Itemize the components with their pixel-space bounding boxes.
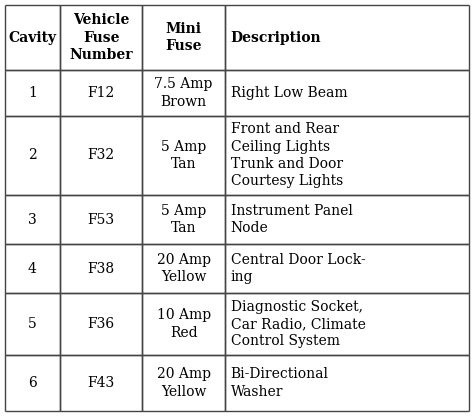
Text: F12: F12 xyxy=(87,86,115,100)
Text: F38: F38 xyxy=(88,262,115,276)
Bar xyxy=(225,116,469,195)
Text: 2: 2 xyxy=(28,148,37,163)
Text: 6: 6 xyxy=(28,376,37,390)
Text: Right Low Beam: Right Low Beam xyxy=(231,86,347,100)
Text: 1: 1 xyxy=(28,86,37,100)
Text: 10 Amp
Red: 10 Amp Red xyxy=(156,308,211,340)
Text: Front and Rear
Ceiling Lights
Trunk and Door
Courtesy Lights: Front and Rear Ceiling Lights Trunk and … xyxy=(231,122,343,189)
Text: 5 Amp
Tan: 5 Amp Tan xyxy=(161,204,206,235)
Text: 5 Amp
Tan: 5 Amp Tan xyxy=(161,140,206,171)
Bar xyxy=(5,195,60,244)
Bar xyxy=(5,355,60,411)
Bar xyxy=(60,195,142,244)
Bar xyxy=(225,244,469,293)
Text: F53: F53 xyxy=(88,213,115,227)
Text: 20 Amp
Yellow: 20 Amp Yellow xyxy=(156,367,210,398)
Text: Description: Description xyxy=(231,31,321,45)
Text: Instrument Panel
Node: Instrument Panel Node xyxy=(231,204,353,235)
Bar xyxy=(142,195,225,244)
Text: 20 Amp
Yellow: 20 Amp Yellow xyxy=(156,253,210,285)
Bar xyxy=(225,5,469,70)
Text: 7.5 Amp
Brown: 7.5 Amp Brown xyxy=(155,77,213,109)
Text: 3: 3 xyxy=(28,213,37,227)
Text: 4: 4 xyxy=(28,262,37,276)
Bar xyxy=(142,355,225,411)
Text: Vehicle
Fuse
Number: Vehicle Fuse Number xyxy=(69,13,133,62)
Bar xyxy=(60,70,142,116)
Bar xyxy=(142,244,225,293)
Bar xyxy=(225,195,469,244)
Text: Central Door Lock-
ing: Central Door Lock- ing xyxy=(231,253,365,285)
Bar xyxy=(142,116,225,195)
Bar xyxy=(5,116,60,195)
Text: F32: F32 xyxy=(88,148,115,163)
Bar xyxy=(60,244,142,293)
Bar xyxy=(60,355,142,411)
Bar xyxy=(5,5,60,70)
Bar xyxy=(225,70,469,116)
Text: Diagnostic Socket,
Car Radio, Climate
Control System: Diagnostic Socket, Car Radio, Climate Co… xyxy=(231,300,365,348)
Bar xyxy=(5,293,60,355)
Text: 5: 5 xyxy=(28,317,37,331)
Bar xyxy=(142,5,225,70)
Text: F43: F43 xyxy=(87,376,115,390)
Text: Bi-Directional
Washer: Bi-Directional Washer xyxy=(231,367,328,398)
Bar xyxy=(5,70,60,116)
Bar xyxy=(142,293,225,355)
Text: F36: F36 xyxy=(88,317,115,331)
Bar xyxy=(60,116,142,195)
Bar xyxy=(60,293,142,355)
Bar xyxy=(225,293,469,355)
Text: Mini
Fuse: Mini Fuse xyxy=(165,22,202,53)
Bar xyxy=(142,70,225,116)
Text: Cavity: Cavity xyxy=(9,31,56,45)
Bar xyxy=(225,355,469,411)
Bar xyxy=(5,244,60,293)
Bar xyxy=(60,5,142,70)
